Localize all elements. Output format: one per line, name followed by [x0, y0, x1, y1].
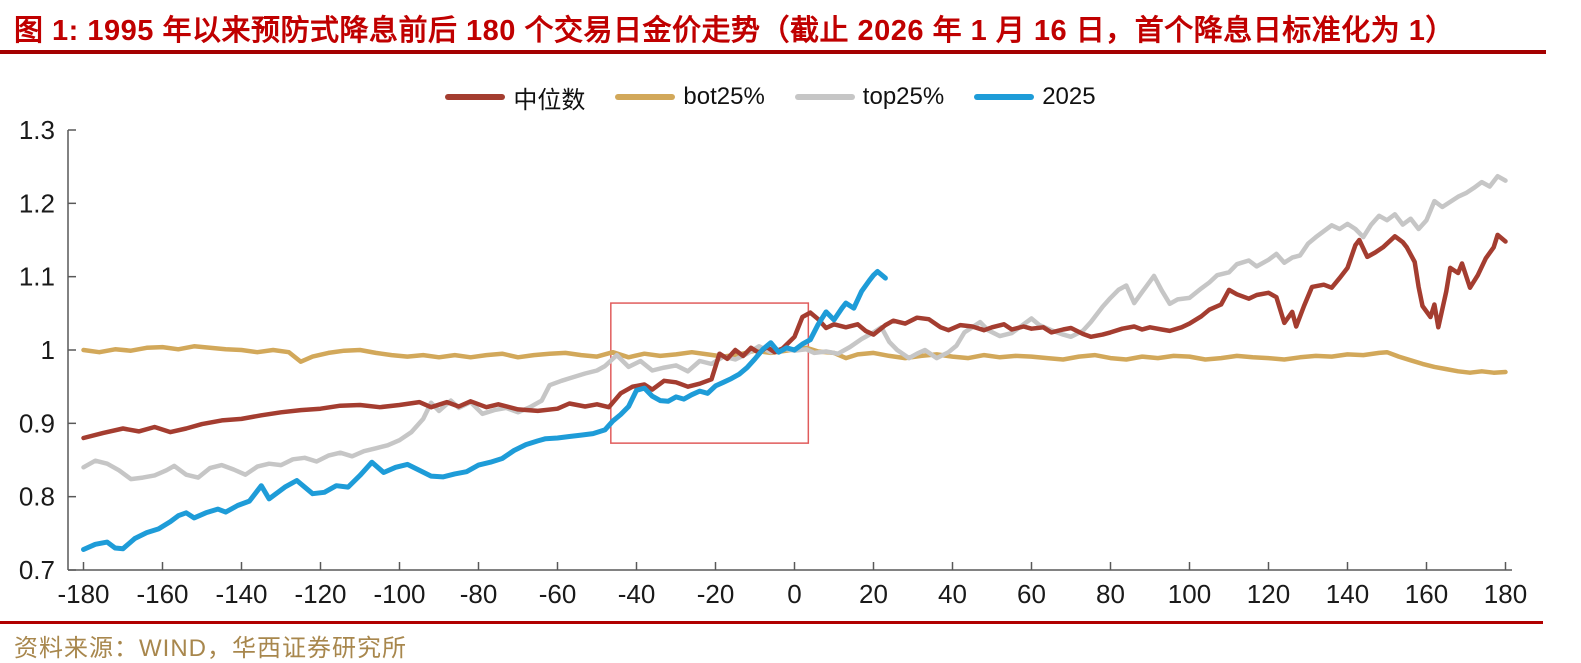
x-tick-label: 160: [1405, 579, 1448, 609]
x-tick-label: 60: [1017, 579, 1046, 609]
x-tick-label: 80: [1096, 579, 1125, 609]
x-tick-label: 140: [1326, 579, 1369, 609]
x-tick-label: 40: [938, 579, 967, 609]
x-tick-label: -120: [294, 579, 346, 609]
y-tick-label: 0.8: [19, 482, 55, 512]
x-tick-label: -40: [618, 579, 656, 609]
y-tick-label: 0.7: [19, 555, 55, 585]
title-divider: [0, 50, 1546, 54]
legend-swatch-2025-icon: [974, 94, 1035, 100]
legend-label-2025: 2025: [1042, 83, 1096, 110]
legend-item-bot25: bot25%: [615, 83, 765, 111]
y-tick-label: 1.1: [19, 262, 55, 292]
legend-item-median: 中位数: [445, 80, 585, 115]
x-tick-label: -160: [136, 579, 188, 609]
x-tick-label: -20: [697, 579, 735, 609]
y-tick-label: 1.3: [19, 115, 55, 145]
x-tick-label: -60: [539, 579, 577, 609]
figure-title: 图 1: 1995 年以来预防式降息前后 180 个交易日金价走势（截止 202…: [14, 15, 1455, 47]
x-tick-label: 180: [1484, 579, 1527, 609]
source-note: 资料来源：WIND，华西证券研究所: [14, 635, 407, 662]
legend-label-top25: top25%: [862, 83, 945, 110]
y-tick-label: 1: [41, 335, 55, 365]
footer-divider: [0, 621, 1543, 624]
legend-swatch-median-icon: [445, 94, 506, 100]
legend-label-bot25: bot25%: [683, 83, 765, 110]
chart-legend: 中位数 bot25% top25% 2025: [0, 80, 1541, 115]
y-tick-label: 1.2: [19, 188, 55, 218]
series-line-median: [81, 232, 1508, 441]
x-tick-label: -100: [373, 579, 425, 609]
x-tick-label: 100: [1168, 579, 1211, 609]
series-line-y2025: [81, 269, 888, 552]
x-tick-label: 20: [859, 579, 888, 609]
x-tick-label: -180: [57, 579, 109, 609]
series-line-top25: [81, 173, 1508, 482]
legend-item-top25: top25%: [794, 83, 945, 111]
y-tick-label: 0.9: [19, 408, 55, 438]
legend-item-2025: 2025: [974, 83, 1096, 111]
x-tick-label: -140: [215, 579, 267, 609]
highlight-box: [610, 302, 810, 444]
legend-swatch-bot25-icon: [615, 94, 676, 100]
x-tick-label: 0: [787, 579, 801, 609]
legend-label-median: 中位数: [513, 86, 586, 114]
x-tick-label: 120: [1247, 579, 1290, 609]
x-tick-label: -80: [460, 579, 498, 609]
legend-swatch-top25-icon: [794, 94, 855, 100]
